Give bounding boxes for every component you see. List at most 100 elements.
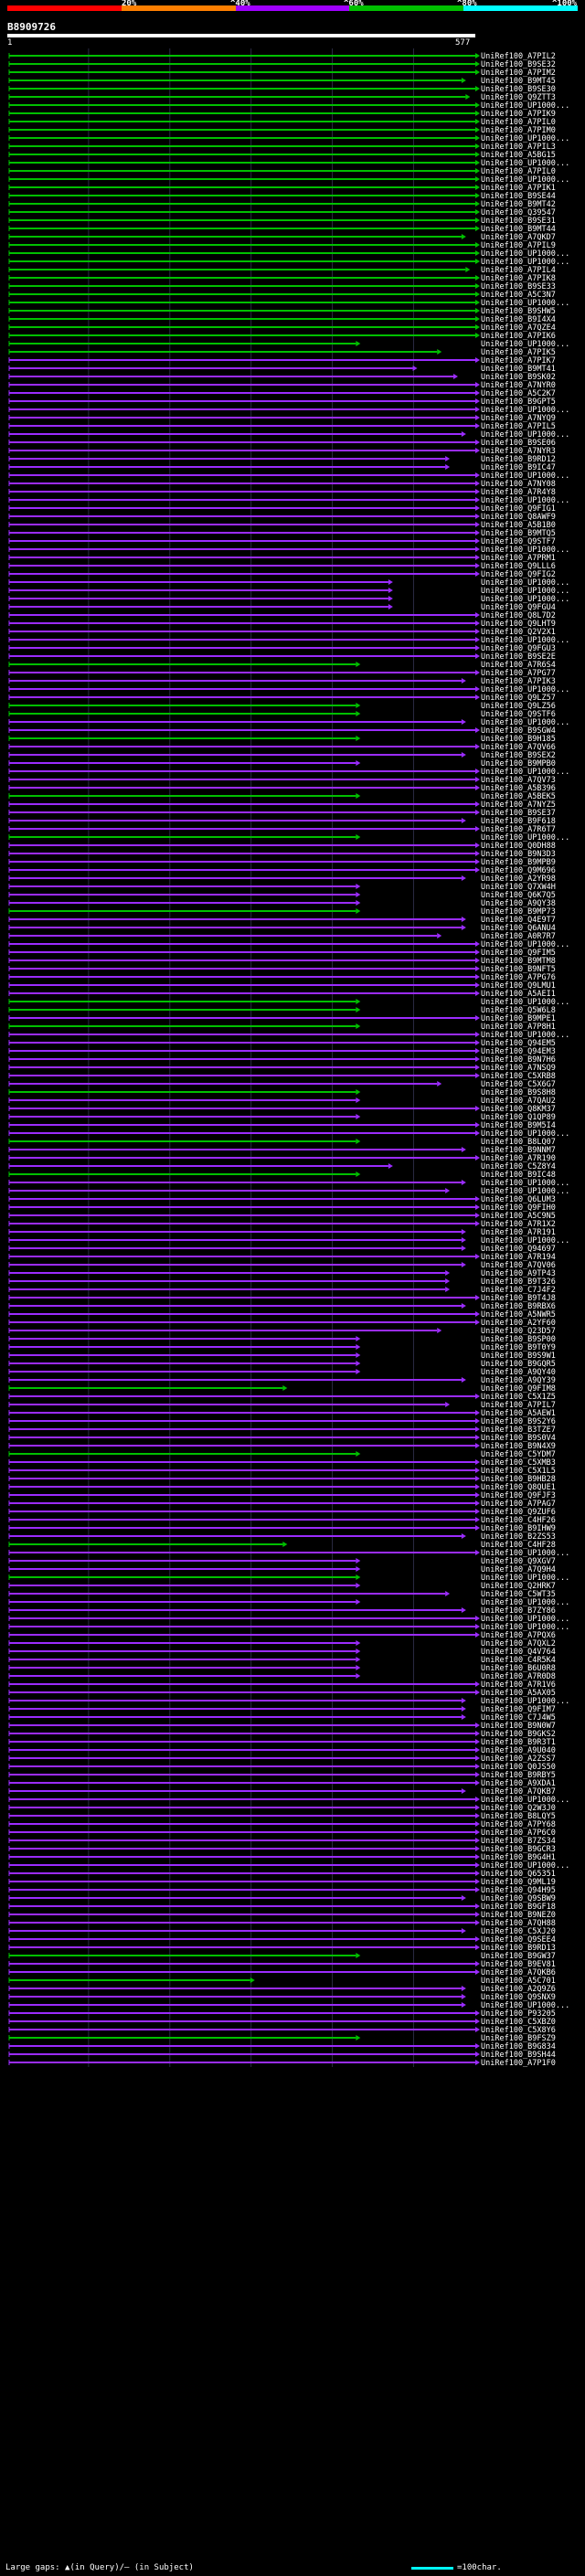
hit-label[interactable]: UniRef100_Q9SNX9 xyxy=(481,1993,556,2002)
hit-label[interactable]: UniRef100_UP1000... xyxy=(481,1697,569,1706)
hit-label[interactable]: UniRef100_Q2W3J0 xyxy=(481,1804,556,1813)
hit-label[interactable]: UniRef100_Q8KM37 xyxy=(481,1105,556,1114)
hit-label[interactable]: UniRef100_B9GQR5 xyxy=(481,1360,556,1369)
hit-row[interactable]: UniRef100_UP1000... xyxy=(8,998,569,1007)
hit-label[interactable]: UniRef100_UP1000... xyxy=(481,718,569,727)
hit-label[interactable]: UniRef100_Q65351 xyxy=(481,1870,556,1879)
hit-row[interactable]: UniRef100_P93205 xyxy=(8,2009,556,2019)
hit-row[interactable]: UniRef100_B9RBX6 xyxy=(8,1302,556,1311)
hit-label[interactable]: UniRef100_A7R1V6 xyxy=(481,1680,556,1690)
hit-row[interactable]: UniRef100_Q39547 xyxy=(8,208,556,217)
hit-row[interactable]: UniRef100_UP1000... xyxy=(8,134,569,143)
hit-label[interactable]: UniRef100_A2YF60 xyxy=(481,1319,556,1328)
hit-row[interactable]: UniRef100_B9N0W7 xyxy=(8,1722,556,1731)
hit-label[interactable]: UniRef100_B9SE44 xyxy=(481,192,556,201)
hit-row[interactable]: UniRef100_Q9SNX9 xyxy=(8,1993,556,2002)
hit-row[interactable]: UniRef100_B9SHW5 xyxy=(8,307,556,316)
hit-label[interactable]: UniRef100_B9SE37 xyxy=(481,809,556,818)
hit-row[interactable]: UniRef100_C4HF26 xyxy=(8,1516,556,1525)
hit-row[interactable]: UniRef100_Q8KM37 xyxy=(8,1105,556,1114)
hit-label[interactable]: UniRef100_A7P8H1 xyxy=(481,1023,556,1032)
hit-label[interactable]: UniRef100_B9N7H6 xyxy=(481,1055,556,1065)
hit-label[interactable]: UniRef100_A2ZSS7 xyxy=(481,1754,556,1764)
hit-label[interactable]: UniRef100_B9MTQ5 xyxy=(481,529,556,538)
hit-label[interactable]: UniRef100_A7PIL4 xyxy=(481,266,556,275)
hit-label[interactable]: UniRef100_UP1000... xyxy=(481,406,569,415)
hit-label[interactable]: UniRef100_B9MP73 xyxy=(481,907,556,917)
hit-row[interactable]: UniRef100_UP1000... xyxy=(8,1615,569,1624)
hit-label[interactable]: UniRef100_B9SE2E xyxy=(481,652,556,662)
hit-label[interactable]: UniRef100_A7PG77 xyxy=(481,669,556,678)
hit-row[interactable]: UniRef100_A9QY39 xyxy=(8,1376,556,1385)
hit-row[interactable]: UniRef100_UP1000... xyxy=(8,595,569,604)
hit-row[interactable]: UniRef100_A7P6C0 xyxy=(8,1829,556,1838)
hit-row[interactable]: UniRef100_A7NYR0 xyxy=(8,381,556,390)
hit-row[interactable]: UniRef100_B9NFT5 xyxy=(8,965,556,974)
hit-row[interactable]: UniRef100_Q23D57 xyxy=(8,1327,556,1336)
hit-label[interactable]: UniRef100_B2ZS53 xyxy=(481,1532,556,1542)
hit-label[interactable]: UniRef100_B9SE33 xyxy=(481,282,556,292)
hit-row[interactable]: UniRef100_A7PIM0 xyxy=(8,126,556,135)
hit-row[interactable]: UniRef100_B9GPT5 xyxy=(8,398,556,407)
hit-row[interactable]: UniRef100_A5AEI1 xyxy=(8,990,556,999)
hit-label[interactable]: UniRef100_B9GW37 xyxy=(481,1952,556,1961)
hit-row[interactable]: UniRef100_UP1000... xyxy=(8,406,569,415)
hit-row[interactable]: UniRef100_A7R190 xyxy=(8,1154,556,1163)
hit-label[interactable]: UniRef100_Q0DH88 xyxy=(481,842,556,851)
hit-row[interactable]: UniRef100_A7NYR3 xyxy=(8,447,556,456)
hit-row[interactable]: UniRef100_B9GQR5 xyxy=(8,1360,556,1369)
hit-label[interactable]: UniRef100_B9EV81 xyxy=(481,1960,556,1969)
hit-label[interactable]: UniRef100_A9QY40 xyxy=(481,1368,556,1377)
hit-label[interactable]: UniRef100_A7PY68 xyxy=(481,1820,556,1829)
hit-row[interactable]: UniRef100_A9QY40 xyxy=(8,1368,556,1377)
hit-row[interactable]: UniRef100_Q0JS50 xyxy=(8,1763,556,1772)
hit-row[interactable]: UniRef100_Q7XW4H xyxy=(8,883,556,892)
hit-label[interactable]: UniRef100_Q1QP89 xyxy=(481,1113,556,1122)
hit-label[interactable]: UniRef100_Q94EM3 xyxy=(481,1047,556,1056)
hit-label[interactable]: UniRef100_B9N3D3 xyxy=(481,850,556,859)
hit-label[interactable]: UniRef100_Q9LMU1 xyxy=(481,981,556,991)
hit-label[interactable]: UniRef100_A2Q9Z6 xyxy=(481,1985,556,1994)
hit-row[interactable]: UniRef100_UP1000... xyxy=(8,546,569,555)
hit-row[interactable]: UniRef100_C7J4W5 xyxy=(8,1713,556,1723)
hit-row[interactable]: UniRef100_Q9LHT9 xyxy=(8,620,556,629)
hit-label[interactable]: UniRef100_B9F618 xyxy=(481,817,556,826)
hit-row[interactable]: UniRef100_B2ZS53 xyxy=(8,1532,556,1542)
hit-row[interactable]: UniRef100_B9N3D3 xyxy=(8,850,556,859)
hit-label[interactable]: UniRef100_A0R7R7 xyxy=(481,932,556,941)
hit-row[interactable]: UniRef100_B9SE06 xyxy=(8,439,556,448)
hit-label[interactable]: UniRef100_B9RD12 xyxy=(481,455,556,464)
hit-label[interactable]: UniRef100_A7NYQ9 xyxy=(481,414,556,423)
hit-row[interactable]: UniRef100_A5C701 xyxy=(8,1977,556,1986)
hit-row[interactable]: UniRef100_B9MTQ5 xyxy=(8,529,556,538)
hit-label[interactable]: UniRef100_Q2V2X1 xyxy=(481,628,556,637)
hit-label[interactable]: UniRef100_C5X1L5 xyxy=(481,1467,556,1476)
hit-row[interactable]: UniRef100_A2YF60 xyxy=(8,1319,556,1328)
hit-label[interactable]: UniRef100_A7R194 xyxy=(481,1253,556,1262)
hit-row[interactable]: UniRef100_A7QAU2 xyxy=(8,1097,556,1106)
hit-row[interactable]: UniRef100_A7R194 xyxy=(8,1253,556,1262)
hit-row[interactable]: UniRef100_UP1000... xyxy=(8,1031,569,1040)
hit-label[interactable]: UniRef100_A7PIM2 xyxy=(481,69,556,78)
hit-row[interactable]: UniRef100_Q8AWF9 xyxy=(8,513,556,522)
hit-label[interactable]: UniRef100_C5X1Z5 xyxy=(481,1393,556,1402)
hit-label[interactable]: UniRef100_Q9LZ57 xyxy=(481,694,556,703)
hit-label[interactable]: UniRef100_B9MT45 xyxy=(481,77,556,86)
hit-row[interactable]: UniRef100_Q9FGU4 xyxy=(8,603,556,612)
hit-label[interactable]: UniRef100_UP1000... xyxy=(481,340,569,349)
hit-row[interactable]: UniRef100_A7R0D8 xyxy=(8,1672,556,1681)
hit-row[interactable]: UniRef100_Q9STF7 xyxy=(8,537,556,546)
hit-label[interactable]: UniRef100_B9SK02 xyxy=(481,373,556,382)
hit-row[interactable]: UniRef100_UP1000... xyxy=(8,1129,569,1139)
hit-row[interactable]: UniRef100_A7PIK5 xyxy=(8,348,556,357)
hit-label[interactable]: UniRef100_UP1000... xyxy=(481,587,569,596)
hit-label[interactable]: UniRef100_A7PIL9 xyxy=(481,241,556,250)
hit-row[interactable]: UniRef100_UP1000... xyxy=(8,587,569,596)
hit-row[interactable]: UniRef100_UP1000... xyxy=(8,940,569,949)
hit-label[interactable]: UniRef100_A7P1F0 xyxy=(481,2059,556,2068)
hit-row[interactable]: UniRef100_A7P8H1 xyxy=(8,1023,556,1032)
hit-label[interactable]: UniRef100_B9M5I4 xyxy=(481,1121,556,1130)
hit-row[interactable]: UniRef100_A7PIL0 xyxy=(8,118,556,127)
hit-label[interactable]: UniRef100_B7ZY86 xyxy=(481,1606,556,1616)
hit-row[interactable]: UniRef100_Q4E9T7 xyxy=(8,916,556,925)
